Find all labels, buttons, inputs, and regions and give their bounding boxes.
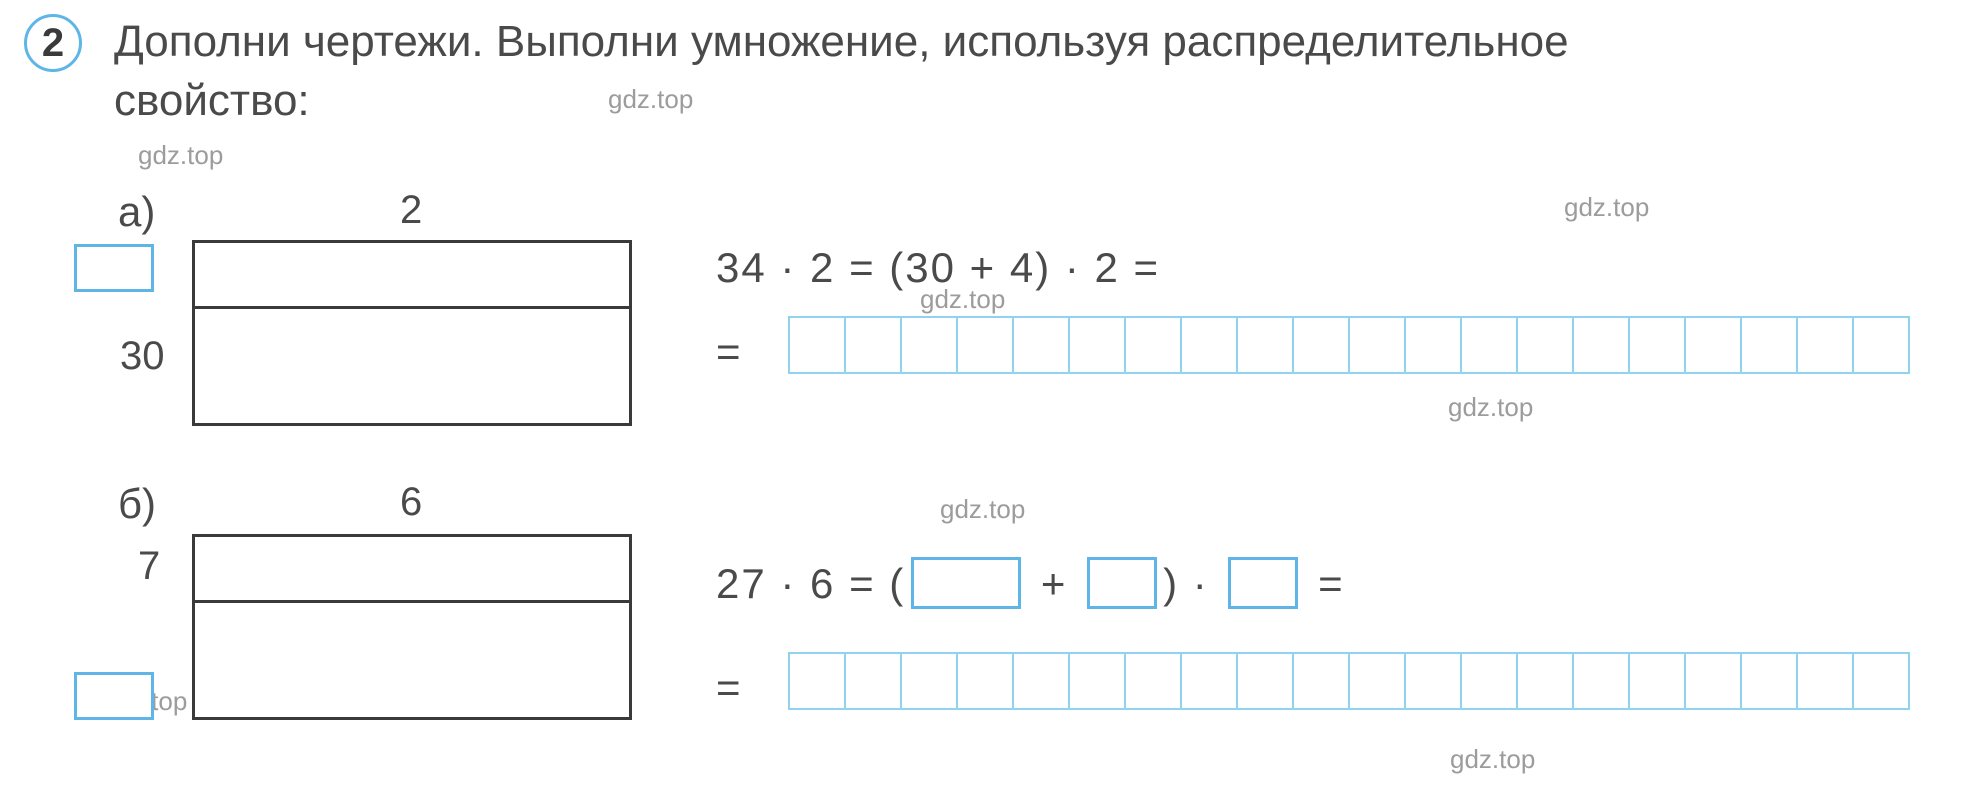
- answer-cell[interactable]: [1236, 652, 1294, 710]
- part-a-answer-grid[interactable]: [788, 316, 1910, 374]
- answer-cell[interactable]: [1012, 652, 1070, 710]
- answer-cell[interactable]: [1404, 652, 1462, 710]
- answer-cell[interactable]: [1852, 652, 1910, 710]
- part-b-box-3[interactable]: [1228, 557, 1298, 609]
- eq-b-plus: +: [1027, 560, 1081, 607]
- answer-cell[interactable]: [788, 316, 846, 374]
- part-a-label: а): [118, 188, 155, 236]
- answer-cell[interactable]: [1516, 652, 1574, 710]
- answer-cell[interactable]: [1628, 316, 1686, 374]
- watermark: gdz.top: [1450, 744, 1535, 775]
- exercise-number: 2: [42, 21, 64, 66]
- answer-cell[interactable]: [1236, 316, 1294, 374]
- part-b-box-1[interactable]: [911, 557, 1021, 609]
- answer-cell[interactable]: [1740, 316, 1798, 374]
- answer-cell[interactable]: [956, 316, 1014, 374]
- answer-cell[interactable]: [900, 316, 958, 374]
- watermark: gdz.top: [1564, 192, 1649, 223]
- answer-cell[interactable]: [1292, 652, 1350, 710]
- part-b-equals-sign: =: [716, 664, 743, 712]
- answer-cell[interactable]: [1740, 652, 1798, 710]
- part-b-equation-line1: 27 · 6 = ( + ) · =: [716, 560, 1345, 613]
- answer-cell[interactable]: [1796, 652, 1854, 710]
- answer-cell[interactable]: [1292, 316, 1350, 374]
- answer-cell[interactable]: [1516, 316, 1574, 374]
- answer-cell[interactable]: [1348, 652, 1406, 710]
- watermark: gdz.top: [138, 140, 223, 171]
- eq-b-paren-dot: ) ·: [1163, 560, 1222, 607]
- answer-cell[interactable]: [1572, 652, 1630, 710]
- answer-cell[interactable]: [1796, 316, 1854, 374]
- answer-cell[interactable]: [1068, 652, 1126, 710]
- instruction-text: Дополни чертежи. Выполни умножение, испо…: [114, 12, 1934, 131]
- answer-cell[interactable]: [788, 652, 846, 710]
- answer-cell[interactable]: [1404, 316, 1462, 374]
- answer-cell[interactable]: [1684, 652, 1742, 710]
- part-a-blank-box[interactable]: [74, 244, 154, 292]
- part-a-top-number: 2: [400, 188, 422, 233]
- answer-cell[interactable]: [1348, 316, 1406, 374]
- answer-cell[interactable]: [1460, 316, 1518, 374]
- instruction-line1: Дополни чертежи. Выполни умножение, испо…: [114, 17, 1569, 66]
- answer-cell[interactable]: [1460, 652, 1518, 710]
- part-b-diagram-divider: [195, 600, 629, 603]
- answer-cell[interactable]: [1628, 652, 1686, 710]
- eq-b-eq: =: [1304, 560, 1344, 607]
- watermark: gdz.top: [940, 494, 1025, 525]
- part-b-side-number: 7: [138, 544, 160, 589]
- answer-cell[interactable]: [844, 652, 902, 710]
- part-a-equals-sign: =: [716, 328, 743, 376]
- eq-b-prefix: 27 · 6 = (: [716, 560, 905, 607]
- part-a-diagram: [192, 240, 632, 426]
- answer-cell[interactable]: [1180, 652, 1238, 710]
- part-a-equation-line1: 34 · 2 = (30 + 4) · 2 =: [716, 244, 1160, 292]
- part-b-top-number: 6: [400, 480, 422, 525]
- part-b-label: б): [118, 480, 156, 528]
- watermark: gdz.top: [1448, 392, 1533, 423]
- instruction-line2: свойство:: [114, 76, 310, 125]
- answer-cell[interactable]: [1124, 316, 1182, 374]
- part-b-blank-box[interactable]: [74, 672, 154, 720]
- answer-cell[interactable]: [1684, 316, 1742, 374]
- answer-cell[interactable]: [844, 316, 902, 374]
- answer-cell[interactable]: [1068, 316, 1126, 374]
- answer-cell[interactable]: [1852, 316, 1910, 374]
- part-b-diagram: [192, 534, 632, 720]
- part-a-diagram-divider: [195, 306, 629, 309]
- answer-cell[interactable]: [1572, 316, 1630, 374]
- answer-cell[interactable]: [956, 652, 1014, 710]
- part-b-answer-grid[interactable]: [788, 652, 1910, 710]
- answer-cell[interactable]: [1012, 316, 1070, 374]
- answer-cell[interactable]: [900, 652, 958, 710]
- answer-cell[interactable]: [1180, 316, 1238, 374]
- part-b-box-2[interactable]: [1087, 557, 1157, 609]
- exercise-number-badge: 2: [24, 14, 82, 72]
- answer-cell[interactable]: [1124, 652, 1182, 710]
- part-a-side-number: 30: [120, 334, 165, 379]
